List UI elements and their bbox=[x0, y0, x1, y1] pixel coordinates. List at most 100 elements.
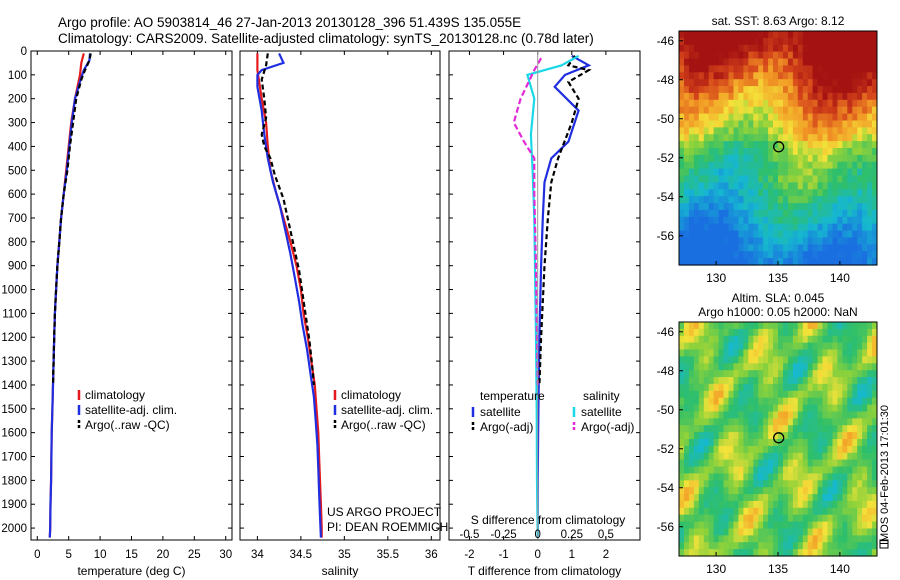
figure-title-line1: Argo profile: AO 5903814_46 27-Jan-2013 … bbox=[58, 15, 521, 30]
salinity-diff-tick-label: -0.5 bbox=[460, 529, 480, 541]
credit-line1: US ARGO PROJECT bbox=[327, 505, 442, 519]
depth-tick-label: 1200 bbox=[1, 332, 27, 344]
salinity-xtick-label: 36 bbox=[425, 549, 438, 561]
salinity-diff-tick-label: 0.25 bbox=[561, 529, 583, 541]
difference-axes-frame bbox=[448, 50, 641, 541]
temperature-xtick-label: 0 bbox=[34, 549, 40, 561]
map-lon-tick-label: 130 bbox=[706, 562, 726, 576]
difference-xtick-label: 1 bbox=[569, 549, 575, 561]
diff-legend-header-salinity: salinity bbox=[583, 389, 620, 403]
difference-series-t-argo-adj- bbox=[538, 55, 592, 386]
depth-tick-label: 500 bbox=[8, 165, 27, 177]
diff-legend-label: satellite bbox=[581, 405, 622, 419]
difference-xtick-label: 2 bbox=[603, 549, 609, 561]
salinity-xtick-label: 34 bbox=[251, 549, 264, 561]
depth-tick-label: 300 bbox=[8, 118, 27, 130]
salinity-panel: 34 34.5 35 35.5 36 salinity climatologysatelli… bbox=[239, 50, 448, 578]
salinity-legend-label: satellite-adj. clim. bbox=[341, 403, 433, 417]
diff-legend-header-temperature: temperature bbox=[480, 389, 545, 403]
difference-panel: -2 -1 0 1 2 T difference from climatology -0.5… bbox=[448, 50, 641, 578]
depth-tick-label: 1000 bbox=[1, 285, 27, 297]
map-lat-tick-label: -52 bbox=[657, 442, 675, 456]
temperature-xlabel: temperature (deg C) bbox=[77, 564, 185, 578]
depth-tick-label: 1500 bbox=[1, 404, 27, 416]
salinity-legend-label: climatology bbox=[341, 388, 401, 402]
salinity-xtick-label: 34.5 bbox=[290, 549, 312, 561]
difference-series-t-satellite bbox=[536, 54, 592, 538]
map-lat-tick-label: -50 bbox=[657, 403, 675, 417]
salinity-xtick-label: 35.5 bbox=[377, 549, 399, 561]
imos-logo-box bbox=[879, 539, 889, 549]
map-lon-tick-label: 135 bbox=[768, 271, 788, 285]
temperature-legend-label: Argo(..raw -QC) bbox=[85, 418, 170, 432]
temperature-xtick-label: 10 bbox=[94, 549, 107, 561]
depth-tick-label: 1300 bbox=[1, 356, 27, 368]
map-lon-tick-label: 130 bbox=[706, 271, 726, 285]
salinity-xlabel: salinity bbox=[322, 564, 359, 578]
map-lat-tick-label: -46 bbox=[657, 325, 675, 339]
salinity-diff-tick-label: 0 bbox=[534, 529, 540, 541]
sla-heatmap-cells bbox=[679, 322, 878, 557]
diff-legend-label: satellite bbox=[480, 405, 521, 419]
map-lat-tick-label: -54 bbox=[657, 190, 675, 204]
salinity-diff-tick-label: -0.25 bbox=[490, 529, 516, 541]
temperature-panel: 0100200300400500600700800900100011001200… bbox=[1, 46, 233, 578]
depth-tick-label: 1700 bbox=[1, 452, 27, 464]
temperature-xtick-label: 15 bbox=[125, 549, 138, 561]
depth-tick-label: 1100 bbox=[2, 308, 27, 320]
sst-map-title: sat. SST: 8.63 Argo: 8.12 bbox=[712, 14, 845, 28]
credit-line2: PI: DEAN ROEMMICH bbox=[327, 520, 448, 534]
imos-timestamp: IMOS 04-Feb-2013 17:01:30 bbox=[879, 405, 891, 545]
depth-tick-label: 200 bbox=[8, 94, 27, 106]
diff-legend-label: Argo(-adj) bbox=[480, 420, 533, 434]
depth-tick-label: 100 bbox=[8, 70, 27, 82]
map-lat-tick-label: -54 bbox=[657, 481, 675, 495]
diff-legend-label: Argo(-adj) bbox=[581, 420, 634, 434]
difference-xtick-label: -1 bbox=[498, 549, 508, 561]
temperature-axes-frame bbox=[30, 50, 233, 541]
salinity-series-argo-raw-qc- bbox=[260, 53, 315, 386]
depth-tick-label: 0 bbox=[21, 46, 27, 58]
argo-float-marker bbox=[773, 432, 785, 444]
sla-map-title: Altim. SLA: 0.045 bbox=[732, 291, 825, 305]
map-lon-tick-label: 140 bbox=[830, 562, 850, 576]
sla-map-subtitle: Argo h1000: 0.05 h2000: NaN bbox=[698, 305, 857, 319]
temperature-xtick-label: 5 bbox=[65, 549, 71, 561]
depth-tick-label: 1900 bbox=[1, 499, 27, 511]
depth-tick-label: 1800 bbox=[1, 475, 27, 487]
salinity-diff-xlabel: S difference from climatology bbox=[471, 513, 626, 527]
depth-tick-label: 400 bbox=[8, 141, 27, 153]
map-lat-tick-label: -48 bbox=[657, 364, 675, 378]
map-lon-tick-label: 140 bbox=[830, 271, 850, 285]
depth-tick-label: 2000 bbox=[1, 523, 27, 535]
map-lat-tick-label: -50 bbox=[657, 112, 675, 126]
map-lat-tick-label: -56 bbox=[657, 520, 675, 534]
argo-float-marker bbox=[773, 141, 785, 153]
depth-tick-label: 700 bbox=[8, 213, 27, 225]
difference-xtick-label: -2 bbox=[464, 549, 474, 561]
temperature-legend-label: climatology bbox=[85, 388, 145, 402]
sst-heatmap-cells bbox=[679, 31, 878, 266]
map-lon-tick-label: 135 bbox=[768, 562, 788, 576]
salinity-series-satellite-adj-clim- bbox=[256, 52, 322, 538]
sst-map-panel: -46 -48 -50 -52 -54 -56 130 135 140 sat. SST: 8.6… bbox=[657, 14, 878, 285]
salinity-axes-frame bbox=[239, 50, 441, 541]
temperature-xtick-label: 25 bbox=[188, 549, 201, 561]
temperature-xtick-label: 20 bbox=[157, 549, 170, 561]
difference-xlabel: T difference from climatology bbox=[468, 564, 622, 578]
map-lat-tick-label: -48 bbox=[657, 73, 675, 87]
temperature-series-argo-raw-qc- bbox=[51, 53, 92, 386]
salinity-xtick-label: 35 bbox=[338, 549, 351, 561]
depth-tick-label: 1400 bbox=[1, 380, 27, 392]
figure-title-line2: Climatology: CARS2009. Satellite-adjuste… bbox=[58, 31, 594, 46]
salinity-legend-label: Argo(..raw -QC) bbox=[341, 418, 426, 432]
depth-tick-label: 1600 bbox=[1, 428, 27, 440]
difference-xtick-label: 0 bbox=[534, 549, 540, 561]
map-lat-tick-label: -52 bbox=[657, 151, 675, 165]
salinity-diff-tick-label: 0.5 bbox=[598, 529, 614, 541]
salinity-series-climatology bbox=[256, 53, 323, 538]
temperature-xtick-label: 30 bbox=[219, 549, 232, 561]
depth-tick-label: 800 bbox=[8, 237, 27, 249]
temperature-legend-label: satellite-adj. clim. bbox=[85, 403, 177, 417]
